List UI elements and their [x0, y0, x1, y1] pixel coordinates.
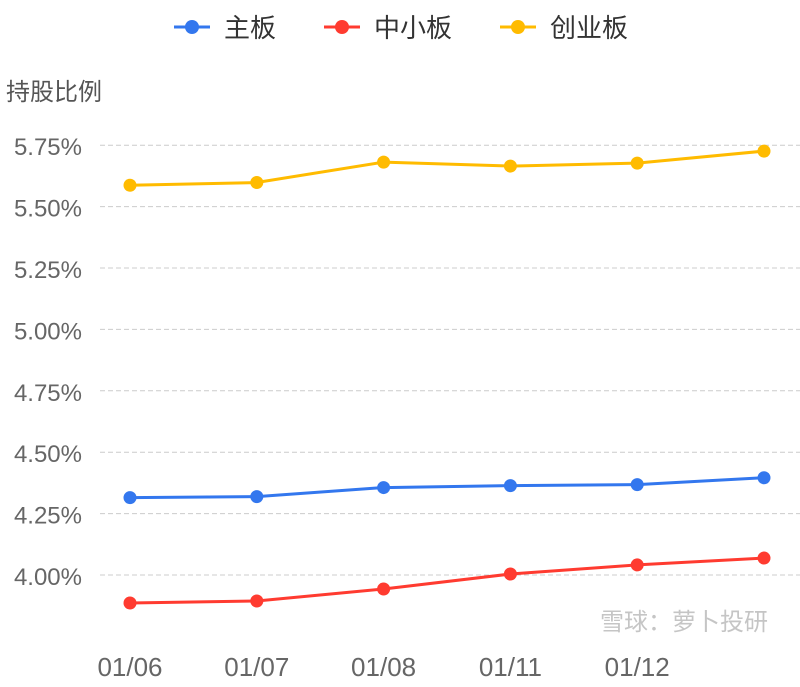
x-tick-label: 01/08 [351, 652, 416, 682]
x-tick-label: 01/07 [224, 652, 289, 682]
y-axis-label: 持股比例 [6, 78, 102, 106]
x-tick-label: 01/11 [479, 652, 542, 682]
y-tick-label: 4.50% [14, 441, 82, 468]
data-point [123, 491, 137, 505]
data-point [757, 471, 771, 485]
data-point [377, 582, 391, 596]
data-point [630, 558, 644, 572]
legend-marker-icon [173, 19, 210, 34]
data-point [757, 144, 771, 158]
y-tick-label: 5.00% [14, 318, 82, 345]
legend-marker-icon [323, 19, 360, 34]
legend-label: 创业板 [550, 14, 629, 44]
data-point [250, 594, 264, 608]
y-tick-label: 4.75% [14, 380, 82, 407]
y-tick-label: 5.25% [14, 257, 82, 284]
data-point [503, 567, 517, 581]
y-tick-label: 5.75% [14, 134, 82, 161]
series-line-1 [129, 556, 765, 605]
data-point [123, 178, 137, 192]
watermark: 雪球：萝卜投研 [600, 608, 768, 636]
data-point [250, 176, 264, 190]
data-point [757, 551, 771, 565]
data-point [377, 155, 391, 169]
x-tick-label: 01/12 [605, 652, 670, 682]
x-tick-label: 01/06 [97, 652, 162, 682]
series-line-2 [129, 149, 765, 187]
y-tick-label: 4.25% [14, 503, 82, 530]
legend-label: 主板 [223, 14, 276, 44]
legend-item[interactable]: 主板 [172, 8, 276, 45]
series-line-0 [129, 476, 765, 500]
y-tick-label: 4.00% [14, 564, 82, 591]
data-point [630, 478, 644, 492]
legend-item[interactable]: 创业板 [498, 8, 628, 45]
legend-item[interactable]: 中小板 [322, 8, 452, 45]
data-point [377, 481, 391, 495]
data-point [503, 159, 517, 173]
y-tick-label: 5.50% [14, 196, 82, 223]
data-point [250, 490, 264, 504]
data-point [503, 479, 517, 493]
data-point [630, 156, 644, 170]
data-point [123, 596, 137, 610]
legend: 主板 中小板 创业板 [0, 8, 800, 45]
legend-marker-icon [500, 19, 536, 34]
legend-label: 中小板 [373, 14, 452, 44]
